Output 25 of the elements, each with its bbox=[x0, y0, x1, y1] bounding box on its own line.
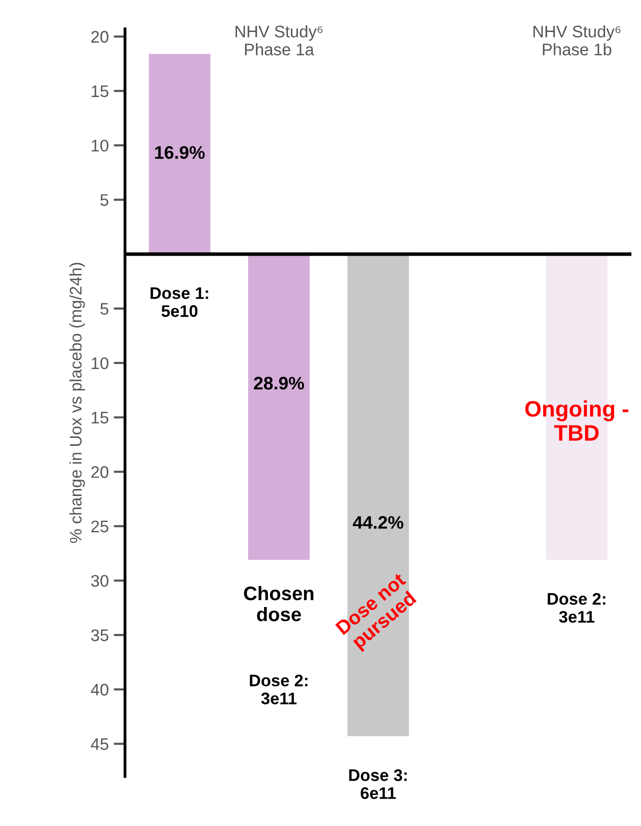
annotation: Ongoing - TBD bbox=[525, 400, 628, 441]
y-tick-label: 35 bbox=[91, 629, 108, 642]
y-tick-label: 25 bbox=[91, 520, 108, 532]
x-tick-label: Dose 2: 3e11 bbox=[250, 674, 308, 704]
y-tick-label: 5 bbox=[100, 303, 108, 315]
y-tick-label: 15 bbox=[92, 412, 108, 424]
y-tick-label: 10 bbox=[92, 357, 108, 370]
annotation: Chosen dose bbox=[244, 586, 314, 622]
annotation: NHV Study⁶ Phase 1b bbox=[533, 25, 620, 56]
y-tick-label: 20 bbox=[91, 30, 108, 43]
annotation: 16.9% bbox=[155, 146, 205, 159]
x-tick-label: Dose 3: 6e11 bbox=[349, 769, 407, 800]
y-tick-label: 20 bbox=[91, 466, 108, 478]
x-tick-label: Dose 2: 3e11 bbox=[548, 592, 606, 623]
annotation: 28.9% bbox=[254, 376, 304, 390]
y-tick-label: 15 bbox=[92, 86, 108, 98]
y-axis-title: % change in Uox vs placebo (mg/24h) bbox=[69, 262, 85, 543]
y-tick-label: 10 bbox=[92, 140, 108, 152]
y-tick-label: 30 bbox=[91, 574, 108, 587]
y-tick-label: 40 bbox=[90, 684, 108, 696]
y-tick-label: 5 bbox=[100, 194, 108, 206]
y-tick-label: 45 bbox=[90, 738, 108, 750]
annotation: 44.2% bbox=[352, 516, 404, 529]
annotation: NHV Study⁶ Phase 1a bbox=[236, 25, 323, 56]
x-tick-label: Dose 1: 5e10 bbox=[150, 287, 208, 317]
